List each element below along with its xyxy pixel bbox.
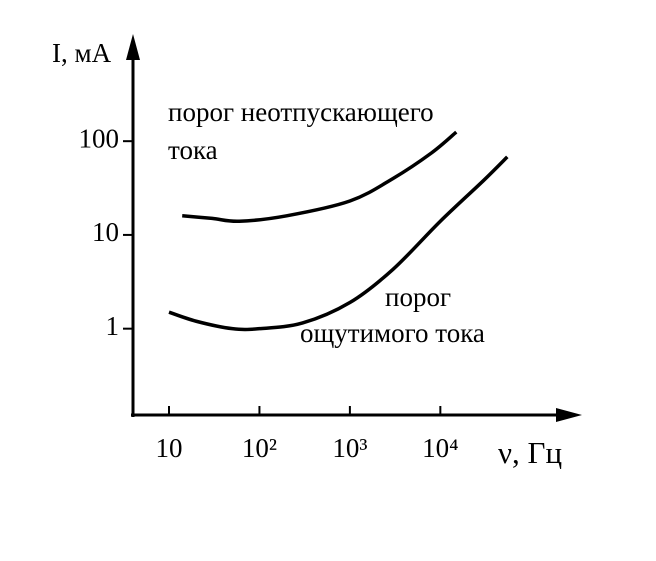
curve-label: порог — [385, 282, 451, 312]
y-axis-arrow — [126, 34, 140, 60]
x-tick-label: 10² — [242, 433, 277, 463]
curve-label: порог неотпускающего — [168, 97, 434, 127]
curve — [168, 155, 509, 332]
x-tick-label: 10³ — [332, 433, 367, 463]
x-tick-label: 10 — [155, 433, 182, 463]
curve-label: тока — [168, 135, 218, 165]
y-tick-label: 100 — [79, 123, 120, 153]
y-tick-label: 1 — [106, 311, 120, 341]
x-axis-arrow — [556, 408, 582, 422]
x-tick-label: 10⁴ — [422, 433, 458, 463]
curve — [182, 130, 458, 224]
x-axis-label: ν, Гц — [498, 435, 562, 470]
y-tick-label: 10 — [92, 217, 119, 247]
curve-label: ощутимого тока — [300, 318, 485, 348]
y-axis-label: I, мА — [52, 38, 112, 68]
